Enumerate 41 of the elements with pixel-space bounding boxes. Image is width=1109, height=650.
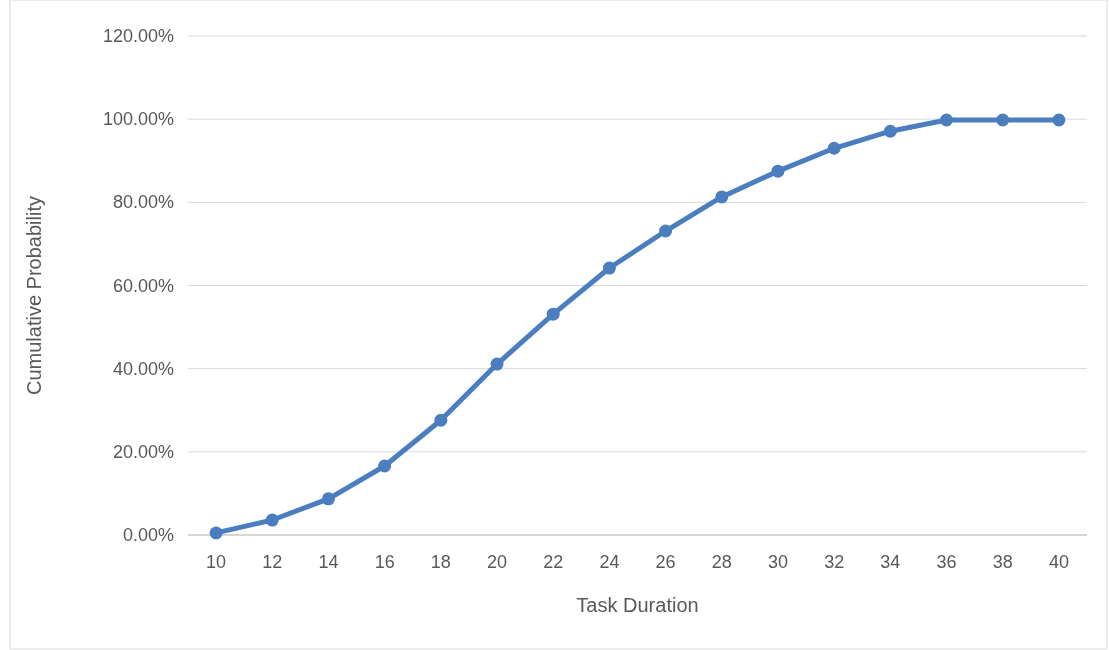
point bbox=[265, 513, 279, 527]
point bbox=[434, 413, 448, 427]
x-tick-label: 22 bbox=[543, 552, 564, 572]
point bbox=[378, 459, 392, 473]
point bbox=[996, 113, 1010, 127]
point bbox=[771, 164, 785, 178]
y-tick-label: 40.00% bbox=[112, 358, 174, 379]
x-tick-label: 38 bbox=[992, 552, 1013, 572]
x-tick-label: 28 bbox=[711, 552, 732, 572]
point bbox=[490, 357, 504, 371]
x-tick-label: 36 bbox=[936, 552, 957, 572]
x-tick-label: 18 bbox=[430, 552, 451, 572]
point bbox=[883, 124, 897, 138]
point bbox=[602, 261, 616, 275]
y-tick-label: 60.00% bbox=[112, 275, 174, 296]
point bbox=[321, 492, 335, 506]
y-axis-title: Cumulative Probability bbox=[23, 196, 45, 395]
y-tick-label: 20.00% bbox=[112, 441, 174, 462]
y-tick-label: 0.00% bbox=[122, 525, 174, 545]
y-tick-label: 120.00% bbox=[102, 26, 174, 46]
x-tick-label: 14 bbox=[318, 552, 339, 572]
x-tick-label: 26 bbox=[655, 552, 676, 572]
point bbox=[546, 307, 560, 321]
x-tick-label: 24 bbox=[599, 552, 620, 572]
point bbox=[659, 224, 673, 238]
point bbox=[715, 190, 729, 204]
point bbox=[1052, 113, 1066, 127]
point bbox=[209, 526, 223, 540]
y-tick-label: 80.00% bbox=[112, 192, 174, 213]
x-tick-label: 20 bbox=[487, 552, 508, 572]
point bbox=[940, 113, 954, 127]
x-axis-title: Task Duration bbox=[576, 594, 699, 616]
x-tick-label: 34 bbox=[880, 552, 901, 572]
point bbox=[827, 141, 841, 155]
x-tick-label: 40 bbox=[1048, 552, 1069, 572]
y-tick-label: 100.00% bbox=[102, 109, 174, 130]
x-tick-label: 30 bbox=[767, 552, 788, 572]
x-tick-label: 12 bbox=[262, 552, 283, 572]
x-tick-label: 16 bbox=[374, 552, 395, 572]
x-tick-label: 10 bbox=[206, 552, 227, 572]
x-tick-label: 32 bbox=[824, 552, 845, 572]
